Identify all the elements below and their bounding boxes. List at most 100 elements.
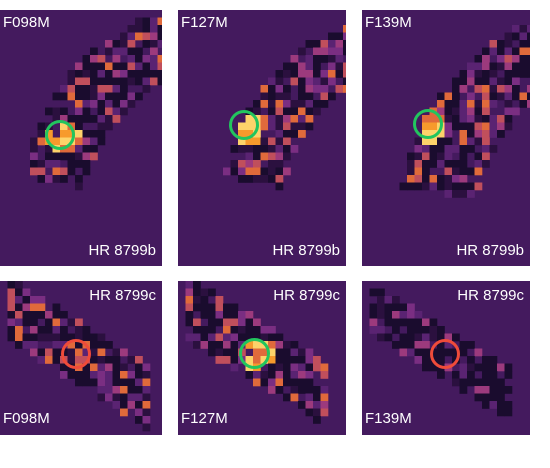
pixel [298,92,306,101]
pixel [283,107,291,116]
pixel [142,408,151,417]
pixel [283,393,291,402]
pixel [200,341,209,349]
pixel [467,122,475,131]
pixel [313,85,321,93]
pixel [407,303,415,312]
pixel [298,122,306,131]
pixel [142,401,151,409]
pixel [275,92,284,101]
pixel [482,47,490,56]
pixel [414,152,423,161]
pixel [97,356,106,364]
pixel [497,363,505,372]
pixel [527,92,530,101]
pixel [444,190,453,198]
pixel [512,77,520,86]
pixel [75,85,83,93]
pixel [120,378,128,387]
pixel [82,92,91,101]
pixel [482,92,490,101]
pixel [422,137,430,146]
pixel [313,107,321,116]
pixel [200,303,209,312]
pixel [112,386,121,394]
pixel [459,145,468,153]
pixel [185,333,194,342]
pixel [459,167,468,176]
pixel [474,55,483,63]
pixel [268,115,276,123]
pixel [474,70,483,78]
pixel [482,77,490,86]
pixel [30,296,38,304]
pixel [82,115,91,123]
pixel [142,32,151,41]
target-label: HR 8799b [456,242,524,259]
pixel [343,32,346,41]
pixel [75,122,83,131]
pixel [82,130,91,138]
pixel [414,318,423,327]
pixel [208,341,216,349]
pixel [467,137,475,146]
pixel [407,348,415,357]
pixel [275,333,284,342]
panel-f139m-hr8799b: F139M HR 8799b [362,10,530,266]
pixel [268,386,276,394]
pixel [298,77,306,86]
pixel [519,40,528,48]
pixel [313,393,321,402]
pixel [298,100,306,108]
pixel [135,408,143,417]
pixel [305,386,314,394]
pixel [112,363,121,372]
pixel [519,100,528,108]
pixel [22,296,31,304]
pixel [52,160,61,168]
pixel [135,17,143,26]
pixel [313,62,321,71]
pixel [474,160,483,168]
pixel [238,137,246,146]
pixel [283,85,291,93]
pixel [105,77,113,86]
pixel [127,378,136,387]
target-label: HR 8799c [89,287,156,304]
pixel [343,47,346,56]
pixel [474,137,483,146]
pixel [75,318,83,327]
pixel [384,311,393,319]
pixel [193,326,201,334]
pixel [120,40,128,48]
pixel [320,371,329,379]
pixel [105,70,113,78]
pixel [260,85,269,93]
pixel [22,341,31,349]
pixel [313,100,321,108]
pixel [75,92,83,101]
pixel [474,378,483,387]
pixel [193,341,201,349]
pixel [30,333,38,342]
pixel [444,182,453,191]
pixel [52,333,61,342]
pixel [467,70,475,78]
pixel [268,137,276,146]
pixel [290,62,299,71]
pixel [459,107,468,116]
pixel [245,326,254,334]
pixel [112,62,121,71]
pixel [407,182,415,191]
pixel [275,70,284,78]
pixel [90,62,98,71]
pixel [444,130,453,138]
pixel [157,70,162,78]
pixel [429,160,438,168]
pixel [335,40,344,48]
pixel [489,393,498,402]
pixel [489,401,498,409]
pixel [268,122,276,131]
pixel [30,326,38,334]
pixel [527,32,530,41]
